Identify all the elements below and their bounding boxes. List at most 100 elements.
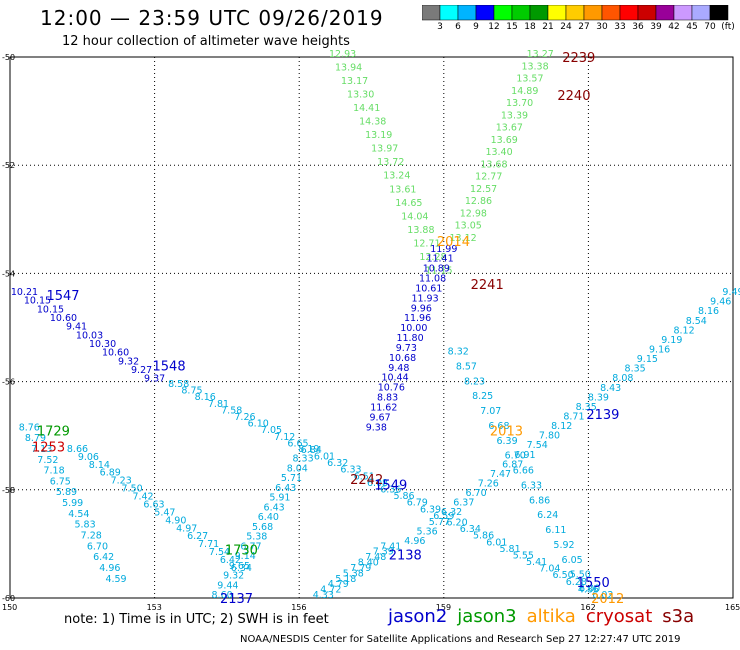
wave-height-value: 7.26 — [234, 412, 255, 423]
wave-height-value: 6.01 — [486, 537, 507, 548]
wave-height-value: 6.32 — [441, 507, 462, 518]
wave-height-value: 9.37 — [144, 374, 165, 385]
wave-height-value: 8.12 — [673, 325, 694, 336]
pass-time-label: 1550 — [577, 576, 610, 591]
pass-time-label: 1547 — [46, 289, 79, 304]
wave-height-value: 5.81 — [499, 544, 520, 555]
wave-height-value: 6.91 — [514, 450, 535, 461]
colorbar-label: 21 — [542, 22, 554, 32]
wave-height-value: 6.39 — [420, 504, 441, 515]
pass-time-label: 1549 — [374, 478, 407, 493]
wave-height-value: 6.77 — [240, 541, 261, 552]
wave-height-value: 10.89 — [423, 264, 450, 275]
wave-height-value: 8.40 — [358, 558, 379, 569]
wave-height-value: 6.50 — [553, 570, 574, 581]
wave-height-value: 5.86 — [393, 491, 414, 502]
wave-height-value: 6.70 — [505, 451, 526, 462]
wave-height-value: 6.42 — [220, 555, 241, 566]
wave-height-value: 7.23 — [111, 476, 132, 487]
wave-height-value: 5.99 — [62, 498, 83, 509]
wave-height-value: 13.27 — [527, 49, 554, 60]
wave-height-value: 8.79 — [25, 433, 46, 444]
wave-height-value: 9.73 — [396, 343, 417, 354]
wave-height-value: 6.86 — [529, 495, 550, 506]
colorbar-label: 18 — [524, 22, 536, 32]
wave-height-value: 7.52 — [37, 455, 58, 466]
wave-height-value: 10.00 — [400, 323, 427, 334]
wave-height-value: 10.30 — [89, 339, 116, 350]
wave-height-value: 4.86 — [578, 585, 599, 596]
wave-height-value: 4.79 — [328, 579, 349, 590]
wave-height-value: 4.54 — [68, 509, 89, 520]
wave-height-value: 6.43 — [264, 502, 285, 513]
wave-height-value: 5.77 — [429, 517, 450, 528]
wave-height-value: 12.57 — [470, 184, 497, 195]
wave-height-value: 8.76 — [19, 422, 40, 433]
lat-tick-label: -60 — [2, 594, 15, 603]
wave-height-value: 10.76 — [378, 383, 405, 394]
wave-height-value: 6.87 — [502, 459, 523, 470]
colorbar-label: 30 — [596, 22, 608, 32]
pass-time-label: 2241 — [471, 278, 504, 293]
wave-height-value: 9.15 — [637, 354, 658, 365]
wave-height-value: 11.96 — [404, 313, 431, 324]
wave-height-value: 5.91 — [269, 493, 290, 504]
page-title: 12:00 — 23:59 UTC 09/26/2019 — [40, 6, 384, 30]
colorbar-swatch — [709, 5, 729, 21]
wave-height-value: 9.65 — [229, 561, 250, 572]
pass-time-label: 2013 — [490, 424, 523, 439]
wave-height-value: 5.68 — [252, 522, 273, 533]
wave-height-value: 6.65 — [287, 438, 308, 449]
wave-height-value: 6.79 — [407, 498, 428, 509]
wave-height-value: 13.88 — [407, 225, 434, 236]
legend-item-s3a: s3a — [662, 606, 695, 627]
wave-height-value: 9.32 — [118, 356, 139, 367]
wave-height-value: 6.43 — [275, 483, 296, 494]
wave-height-value: 7.79 — [350, 563, 371, 574]
wave-height-value: 12.86 — [465, 196, 492, 207]
wave-height-value: 6.01 — [314, 452, 335, 463]
wave-height-value: 7.18 — [43, 466, 64, 477]
wave-height-value: 6.20 — [446, 517, 467, 528]
wave-height-value: 11.99 — [430, 244, 457, 255]
wave-height-value: 4.33 — [313, 590, 334, 601]
wave-height-value: 7.05 — [261, 425, 282, 436]
wave-height-value: 5.41 — [526, 557, 547, 568]
wave-height-value: 6.05 — [562, 555, 583, 566]
wave-height-value: 4.96 — [404, 536, 425, 547]
wave-height-value: 8.33 — [292, 454, 313, 465]
wave-height-value: 13.24 — [383, 171, 410, 182]
wave-height-value: 7.39 — [373, 547, 394, 558]
wave-height-value: 6.70 — [87, 541, 108, 552]
wave-height-value: 8.75 — [181, 386, 202, 397]
colorbar-label: 27 — [578, 22, 590, 32]
credit-line: NOAA/NESDIS Center for Satellite Applica… — [240, 634, 681, 645]
wave-height-value: 6.63 — [143, 499, 164, 510]
wave-height-value: 10.68 — [389, 353, 416, 364]
wave-height-value: 8.39 — [588, 392, 609, 403]
wave-height-value: 6.02 — [592, 590, 613, 601]
pass-time-label: 1548 — [153, 359, 186, 374]
pass-time-label: 2239 — [562, 51, 595, 66]
colorbar-label: 39 — [650, 22, 662, 32]
wave-height-value: 11.08 — [419, 274, 446, 285]
wave-height-value: 10.15 — [24, 296, 51, 307]
wave-height-value: 9.96 — [411, 303, 432, 314]
wave-height-value: 6.89 — [100, 468, 121, 479]
wave-height-value: 5.18 — [335, 574, 356, 585]
wave-height-value: 6.39 — [496, 436, 517, 447]
wave-height-value: 13.38 — [521, 61, 548, 72]
wave-height-value: 5.38 — [343, 568, 364, 579]
colorbar-label: 33 — [614, 22, 626, 32]
wave-height-value: 13.61 — [389, 184, 416, 195]
wave-height-value: 13.67 — [496, 123, 523, 134]
lon-tick-label: 159 — [436, 603, 451, 612]
pass-time-label: 2014 — [437, 235, 470, 250]
wave-height-value: 8.54 — [686, 316, 707, 327]
lat-tick-label: -56 — [2, 378, 15, 387]
wave-height-value: 11.62 — [370, 402, 397, 413]
pass-time-label: 2012 — [591, 592, 624, 607]
lat-tick-label: -50 — [2, 53, 15, 62]
pass-time-label: 2242 — [350, 473, 383, 488]
wave-height-value: 5.83 — [74, 520, 95, 531]
